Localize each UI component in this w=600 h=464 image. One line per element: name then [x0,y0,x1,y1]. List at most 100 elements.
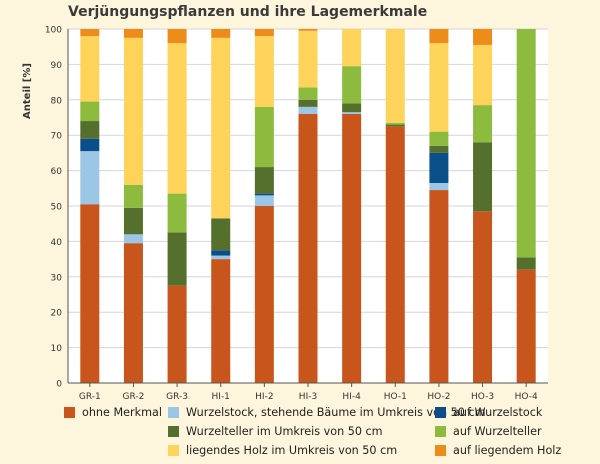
legend-item: ohne Merkmal [64,406,162,419]
bar-segment-gr-3-s4 [167,193,187,233]
legend-swatch [168,426,179,437]
bar-segment-gr-1-s0 [80,204,100,383]
bar-segment-gr-1-s4 [80,101,100,122]
bar-segment-ho-4-s3 [516,257,536,270]
bar-segment-ho-2-s3 [429,145,449,153]
legend-item: Wurzelstock, stehende Bäume im Umkreis v… [168,406,486,419]
bar-segment-gr-2-s1 [123,234,143,244]
bar-segment-ho-2-s6 [429,29,449,44]
x-tick-label: HI-3 [299,392,317,400]
y-tick-label: 30 [51,273,63,283]
x-tick-label: GR-3 [166,392,188,400]
y-tick-label: 60 [51,167,63,177]
y-tick-label: 20 [51,309,63,319]
bar-segment-ho-3-s3 [473,142,493,212]
legend-label: liegendes Holz im Umkreis von 50 cm [186,444,398,457]
bar-segment-ho-1-s5 [385,29,405,123]
bar-segment-hi-2-s2 [254,193,274,196]
bar-segment-hi-4-s0 [342,113,362,384]
x-tick-label: HO-3 [471,392,494,400]
bar-segment-gr-1-s5 [80,36,100,102]
bar-segment-gr-2-s6 [123,29,143,38]
bar-segment-gr-2-s0 [123,243,143,383]
legend-label: Wurzelteller im Umkreis von 50 cm [186,425,383,438]
bar-segment-hi-1-s5 [211,37,231,219]
bar-segment-ho-1-s3 [385,124,405,127]
y-tick-label: 70 [51,132,63,142]
legend-item: auf Wurzelstock [435,406,542,419]
bar-segment-hi-3-s1 [298,106,318,114]
bar-segment-hi-4-s4 [342,66,362,104]
bar-segment-gr-3-s3 [167,232,187,286]
bar-segment-hi-3-s6 [298,29,318,31]
bar-segment-ho-3-s6 [473,29,493,45]
bar-segment-hi-2-s0 [254,206,274,383]
bar-segment-hi-1-s0 [211,259,231,383]
bar-segment-hi-4-s1 [342,112,362,114]
bar-segment-gr-2-s4 [123,184,143,208]
bar-segment-hi-3-s5 [298,30,318,88]
bar-segment-hi-2-s4 [254,106,274,168]
chart-title: Verjüngungspflanzen und ihre Lagemerkmal… [68,4,428,20]
bar-segment-gr-3-s0 [167,285,187,383]
stacked-bar-chart: 0 10 20 30 40 50 60 70 80 90 100 Anteil [%] GR-1 GR-2… [22,26,548,400]
bar-segment-gr-1-s6 [80,29,100,37]
bar-segment-ho-2-s5 [429,43,449,132]
bar-segment-gr-1-s3 [80,121,100,139]
bar-segment-ho-3-s5 [473,44,493,106]
bar-segment-gr-2-s3 [123,207,143,235]
bars [80,29,536,384]
bar-segment-hi-3-s3 [298,99,318,107]
legend-item: liegendes Holz im Umkreis von 50 cm [168,444,397,457]
bar-segment-gr-3-s6 [167,29,187,44]
bar-segment-ho-2-s1 [429,182,449,191]
legend-swatch [435,426,446,437]
bar-segment-gr-1-s1 [80,151,100,205]
legend-item: auf Wurzelteller [435,425,542,438]
bar-segment-hi-4-s5 [342,29,362,67]
bar-segment-ho-2-s2 [429,152,449,183]
y-tick-label: 10 [51,344,63,354]
legend-item: auf liegendem Holz [435,444,561,457]
bar-segment-hi-2-s6 [254,29,274,37]
legend-swatch [168,445,179,456]
legend-swatch [64,407,75,418]
bar-segment-gr-1-s2 [80,138,100,152]
y-tick-label: 40 [51,238,63,248]
legend-swatch [168,407,179,418]
bar-segment-ho-4-s0 [516,269,536,383]
bar-segment-ho-1-s0 [385,126,405,383]
bar-segment-hi-3-s0 [298,113,318,384]
x-tick-label: HI-4 [342,392,361,400]
bar-segment-ho-2-s0 [429,190,449,383]
y-axis-label: Anteil [%] [22,63,33,119]
legend-label: auf Wurzelteller [453,425,542,438]
bar-segment-ho-1-s4 [385,122,405,125]
axes: 0 10 20 30 40 50 60 70 80 90 100 Anteil [%] GR-1 GR-2… [22,26,548,400]
legend-label: ohne Merkmal [82,406,162,419]
bar-segment-hi-1-s6 [211,29,231,38]
x-tick-label: HI-1 [212,392,230,400]
bar-segment-ho-3-s0 [473,211,493,383]
bar-segment-ho-2-s4 [429,131,449,146]
x-tick-label: HI-2 [255,392,273,400]
bar-segment-gr-2-s5 [123,37,143,185]
y-tick-label: 0 [56,380,62,390]
x-tick-label: HO-2 [427,392,450,400]
bar-segment-ho-4-s4 [516,29,536,258]
bar-segment-hi-3-s4 [298,87,318,100]
x-tick-label: HO-1 [384,392,407,400]
bar-segment-ho-3-s4 [473,105,493,143]
x-tick-label: GR-2 [123,392,145,400]
bar-segment-hi-2-s3 [254,167,274,194]
bar-segment-hi-1-s2 [211,250,231,256]
legend: ohne Merkmal Wurzelstock, stehende Bäume … [60,404,600,464]
bar-segment-hi-4-s3 [342,103,362,113]
legend-swatch [435,445,446,456]
legend-label: Wurzelstock, stehende Bäume im Umkreis v… [186,406,486,419]
x-tick-label: HO-4 [515,392,538,400]
y-tick-label: 80 [51,96,63,106]
bar-segment-hi-2-s1 [254,195,274,206]
legend-label: auf liegendem Holz [453,444,562,457]
